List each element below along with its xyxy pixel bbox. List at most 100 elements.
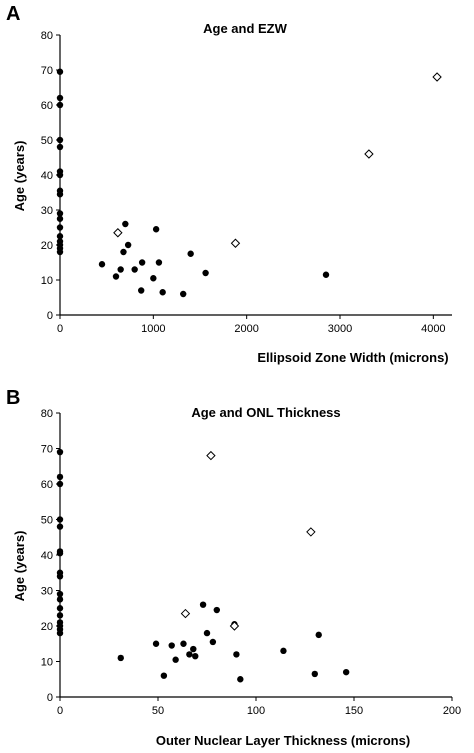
panel-a-x-tick-label: 1000 — [141, 323, 165, 335]
panel-a-data-point-filled — [56, 136, 64, 144]
panel-a-data-point-filled — [112, 273, 120, 280]
panel-b-y-tick-label: 80 — [41, 408, 53, 420]
panel-b-data-point-filled — [56, 473, 64, 481]
panel-b-data-point-open — [206, 450, 216, 461]
panel-b-data-point-filled — [190, 645, 197, 653]
panel-a-title: Age and EZW — [203, 21, 288, 36]
panel-b-data-point-filled — [56, 612, 64, 619]
panel-b-data-point-filled — [56, 629, 64, 637]
panel-b-y-tick-label: 70 — [41, 444, 53, 456]
panel-b-data-point-filled — [56, 596, 64, 603]
panel-a-y-tick-label: 60 — [41, 100, 53, 112]
panel-a-data-point-filled — [155, 259, 163, 266]
panel-a-data-point-filled — [120, 248, 127, 256]
panel-b-marks — [56, 448, 350, 683]
panel-a-x-tick-label: 3000 — [328, 323, 352, 335]
panel-b-data-point-filled — [213, 606, 220, 614]
panel-a-data-point-open — [230, 238, 241, 248]
panel-a-data-point-filled — [56, 143, 64, 151]
panel-a-axes: 0 10 20 30 40 50 60 70 80 0 1000 2000 3000 4000 — [41, 30, 452, 335]
panel-b-data-point-filled — [311, 670, 318, 678]
panel-b-x-tick-label: 100 — [247, 705, 265, 717]
panel-b-data-point-filled — [56, 480, 64, 488]
panel-b-data-point-filled — [56, 523, 64, 530]
panel-b-data-point-filled — [160, 672, 168, 679]
panel-b-x-tick-label: 50 — [152, 705, 164, 717]
panel-b-data-point-open — [306, 527, 316, 537]
panel-b-y-tick-label: 0 — [47, 692, 53, 704]
panel-a-y-tick-label: 80 — [41, 30, 53, 42]
panel-b-data-point-filled — [315, 631, 322, 639]
panel-a-data-point-filled — [131, 266, 138, 273]
panel-b-data-point-filled — [209, 638, 217, 646]
panel-b-y-tick-label: 50 — [41, 515, 53, 527]
panel-a-data-point-filled — [56, 191, 64, 198]
panel-b-x-tick-label: 200 — [443, 705, 461, 717]
panel-b-data-point-filled — [233, 651, 240, 658]
panel-b-y-tick-label: 20 — [41, 621, 53, 633]
panel-a-data-point-filled — [56, 215, 64, 222]
panel-a-x-tick-label: 0 — [57, 323, 63, 335]
panel-b-data-point-open — [229, 621, 240, 631]
panel-a-data-point-open — [364, 149, 374, 159]
panel-b-data-point-filled — [117, 654, 124, 662]
panel-a-letter: A — [6, 3, 20, 25]
panel-b-data-point-filled — [56, 516, 64, 523]
panel-a-data-point-open — [113, 228, 123, 238]
panel-a-data-point-filled — [56, 248, 64, 256]
panel-b-y-tick-label: 40 — [41, 550, 53, 562]
panel-a-y-axis-label: Age (years) — [12, 141, 27, 212]
panel-b-y-tick-label: 10 — [41, 657, 53, 669]
panel-a-data-point-filled — [180, 290, 187, 298]
panel-b-data-point-filled — [56, 590, 64, 598]
panel-b-data-point-filled — [56, 605, 64, 612]
panel-a-data-point-filled — [117, 266, 124, 273]
panel-b-x-tick-label: 0 — [57, 705, 63, 717]
panel-b-data-point-filled — [199, 601, 207, 608]
panel-b-x-tick-label: 150 — [345, 705, 363, 717]
panel-a-y-tick-label: 70 — [41, 65, 53, 77]
panel-b-x-axis-label: Outer Nuclear Layer Thickness (microns) — [156, 733, 410, 748]
panel-a-data-point-filled — [56, 101, 64, 109]
panel-b-data-point-filled — [192, 652, 199, 660]
panel-a-y-tick-label: 0 — [47, 310, 53, 322]
panel-a-data-point-filled — [138, 259, 146, 266]
panel-a-y-tick-label: 50 — [41, 135, 53, 147]
panel-a-data-point-filled — [159, 289, 166, 296]
panel-a-data-point-filled — [56, 94, 64, 102]
panel-a-y-tick-label: 20 — [41, 240, 53, 252]
panel-b-data-point-filled — [280, 647, 287, 655]
panel-b-data-point-filled — [56, 448, 64, 456]
panel-a-chart: A Age and EZW Ellipsoid Zone Width (micr… — [6, 3, 452, 365]
panel-b-data-point-filled — [342, 668, 350, 676]
panel-b-data-point-filled — [203, 629, 211, 637]
panel-b-chart: B Age and ONL Thickness Outer Nuclear La… — [6, 387, 461, 748]
panel-a-x-tick-label: 4000 — [421, 323, 445, 335]
panel-a-x-tick-label: 2000 — [234, 323, 258, 335]
panel-b-y-tick-label: 30 — [41, 586, 53, 598]
panel-a-data-point-filled — [56, 233, 64, 240]
panel-a-data-point-filled — [122, 220, 129, 228]
panel-b-data-point-filled — [172, 656, 179, 663]
panel-a-data-point-filled — [187, 250, 194, 257]
panel-a-data-point-open — [432, 72, 442, 82]
panel-b-data-point-filled — [237, 676, 244, 683]
panel-a-data-point-filled — [56, 68, 64, 75]
panel-a-data-point-filled — [150, 275, 157, 282]
panel-b-letter: B — [6, 387, 20, 409]
panel-a-data-point-filled — [56, 224, 64, 231]
panel-b-title: Age and ONL Thickness — [191, 405, 340, 420]
panel-b-y-axis-label: Age (years) — [12, 531, 27, 602]
panel-b-data-point-filled — [56, 550, 64, 557]
panel-b-y-tick-label: 60 — [41, 479, 53, 491]
panel-b-data-point-filled — [56, 573, 64, 580]
panel-a-marks — [56, 68, 442, 298]
panel-b-data-point-filled — [180, 640, 187, 647]
panel-a-y-tick-label: 40 — [41, 170, 53, 182]
panel-a-data-point-filled — [322, 271, 330, 278]
panel-a-x-axis-label: Ellipsoid Zone Width (microns) — [257, 350, 448, 365]
panel-a-y-tick-label: 10 — [41, 275, 53, 287]
panel-b-data-point-filled — [152, 640, 160, 647]
